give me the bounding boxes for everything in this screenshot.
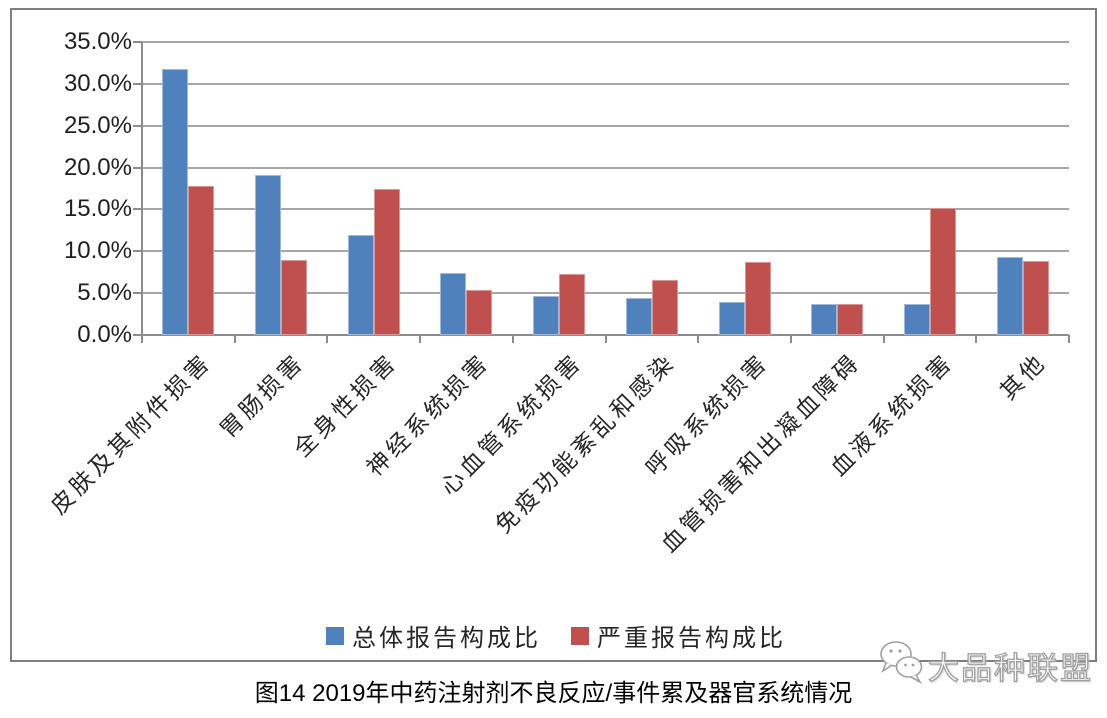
bar-overall <box>440 273 467 335</box>
gridline <box>142 208 1069 211</box>
chart-caption: 图14 2019年中药注射剂不良反应/事件累及器官系统情况 <box>254 680 853 707</box>
y-tick-label: 35.0% <box>63 28 132 55</box>
bar-serious <box>188 185 215 335</box>
bar-serious <box>744 262 771 335</box>
watermark: 大品种联盟 <box>876 638 1093 693</box>
chart-frame: 0.0% 5.0% 10.0% 15.0% 20.0% 25.0% 30.0% 35.0% 皮肤… <box>10 8 1097 662</box>
legend-swatch-serious <box>571 626 589 645</box>
y-axis-tick <box>133 41 142 43</box>
bar-serious <box>651 279 678 335</box>
bar-overall <box>625 298 652 335</box>
gridline <box>142 82 1069 85</box>
gridline <box>142 292 1069 295</box>
gridline <box>142 250 1069 253</box>
x-axis-tick <box>419 335 422 343</box>
x-axis-tick <box>697 335 700 343</box>
watermark-text: 大品种联盟 <box>927 650 1093 686</box>
legend-swatch-overall <box>326 626 344 645</box>
bar-serious <box>373 188 400 335</box>
bar-serious <box>559 273 586 335</box>
x-axis-tick <box>882 335 885 343</box>
bar-overall <box>811 304 838 335</box>
y-axis-tick <box>133 124 142 127</box>
legend-label-serious: 严重报告构成比 <box>597 625 786 652</box>
bar-serious <box>281 260 308 335</box>
bar-overall <box>903 304 930 335</box>
gridline <box>142 41 1069 43</box>
y-axis-tick <box>133 250 142 253</box>
y-tick-label: 25.0% <box>63 111 132 139</box>
y-tick-label: 20.0% <box>63 153 132 181</box>
wechat-icon <box>876 638 928 693</box>
x-axis-tick <box>975 335 978 343</box>
bar-overall <box>255 175 282 335</box>
y-axis-tick <box>133 292 142 295</box>
y-tick-label: 0.0% <box>77 321 132 348</box>
bar-overall <box>347 234 374 335</box>
x-axis-tick <box>233 335 236 343</box>
bar-serious <box>466 289 493 335</box>
bar-serious <box>1022 261 1049 335</box>
bar-overall <box>162 68 189 335</box>
bar-serious <box>929 207 956 335</box>
legend-item-overall: 总体报告构成比 <box>326 618 541 653</box>
bar-overall <box>718 302 745 335</box>
y-tick-label: 10.0% <box>63 237 132 265</box>
y-tick-label: 15.0% <box>63 195 132 223</box>
y-axis-tick <box>133 208 142 211</box>
gridline <box>142 124 1069 127</box>
x-axis-tick <box>511 335 514 343</box>
x-axis-tick <box>789 335 792 343</box>
x-axis-tick <box>141 335 143 343</box>
x-axis-line <box>133 334 1069 336</box>
bar-overall <box>533 295 560 335</box>
legend-item-serious: 严重报告构成比 <box>571 618 786 653</box>
y-axis-tick <box>133 82 142 85</box>
x-axis-tick <box>604 335 607 343</box>
bar-overall <box>996 257 1023 335</box>
gridline <box>142 166 1069 169</box>
x-axis-tick <box>1068 335 1070 343</box>
x-axis-tick <box>326 335 329 343</box>
y-axis-line <box>141 42 143 336</box>
bar-serious <box>837 304 864 335</box>
legend-label-overall: 总体报告构成比 <box>352 625 541 652</box>
y-tick-label: 5.0% <box>77 279 132 307</box>
y-tick-label: 30.0% <box>63 69 132 97</box>
legend: 总体报告构成比 严重报告构成比 <box>326 618 786 653</box>
y-axis-tick <box>133 166 142 169</box>
